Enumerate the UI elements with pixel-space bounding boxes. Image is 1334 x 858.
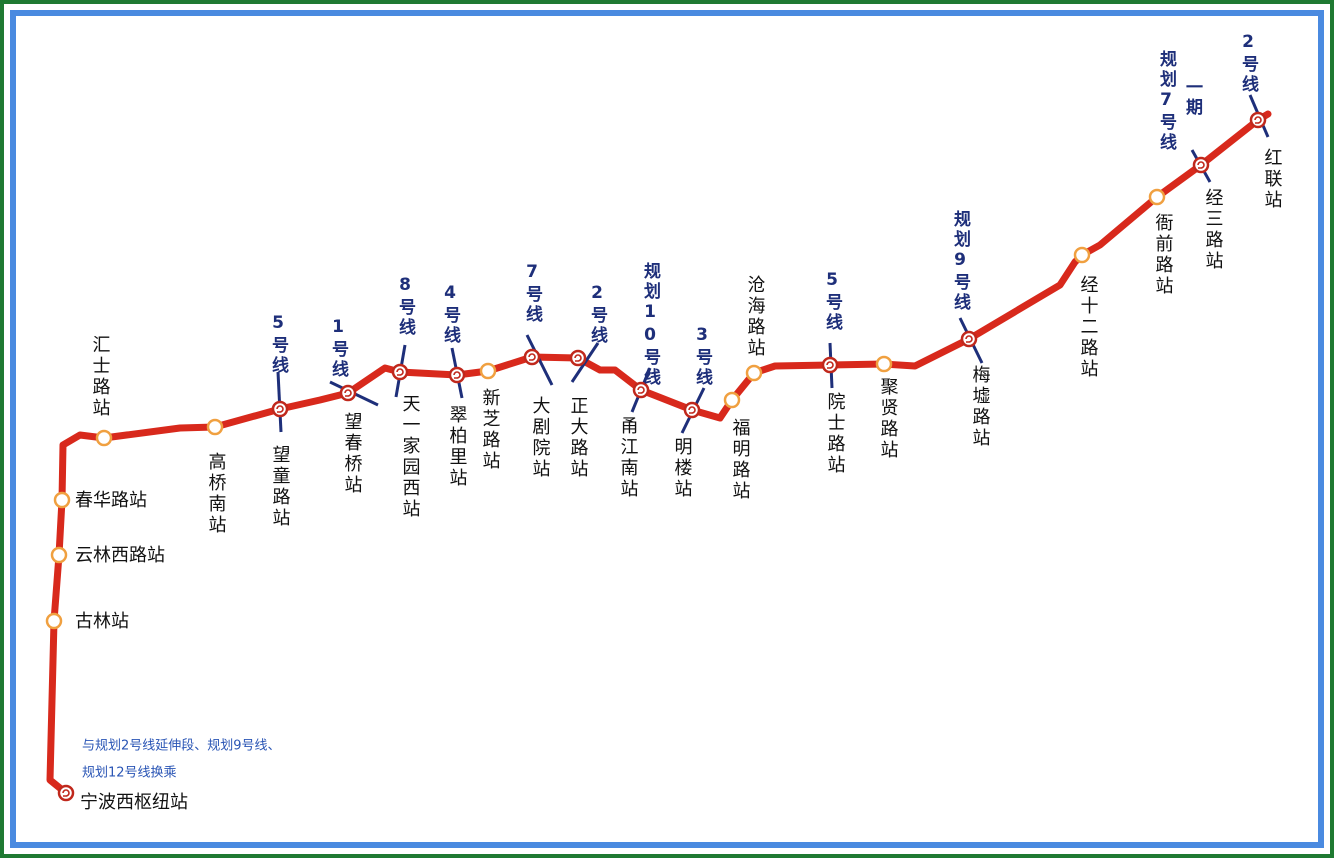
transfer-line: 3号线 bbox=[692, 325, 713, 388]
station bbox=[53, 491, 71, 509]
station bbox=[723, 391, 741, 409]
interchange-station bbox=[1192, 156, 1210, 174]
station bbox=[50, 546, 68, 564]
station-name: 宁波西枢纽站 bbox=[80, 792, 188, 813]
station-name: 经十二路站 bbox=[1078, 275, 1099, 380]
interchange-station bbox=[448, 366, 466, 384]
station bbox=[45, 612, 63, 630]
interchange-icon bbox=[62, 789, 70, 797]
interchange-icon bbox=[688, 406, 696, 414]
transfer-line: 1号线 bbox=[328, 317, 349, 380]
station-name: 高桥南站 bbox=[206, 452, 227, 536]
station-name: 福明路站 bbox=[730, 418, 751, 502]
interchange-station bbox=[57, 784, 75, 802]
interchange-station bbox=[569, 349, 587, 367]
interchange-icon bbox=[1197, 161, 1205, 169]
transfer-note: 规划12号线换乘 bbox=[82, 766, 177, 781]
station-name: 翠柏里站 bbox=[447, 405, 468, 489]
station bbox=[1148, 188, 1166, 206]
station-name: 梅墟路站 bbox=[970, 365, 991, 449]
station-name: 古林站 bbox=[75, 611, 129, 632]
station-name: 新芝路站 bbox=[480, 388, 501, 472]
interchange-station bbox=[821, 356, 839, 374]
inner-frame bbox=[10, 10, 1324, 848]
transfer-tick bbox=[570, 342, 600, 383]
interchange-icon bbox=[344, 389, 352, 397]
transfer-line: 5号线 bbox=[822, 270, 843, 333]
interchange-icon bbox=[637, 386, 645, 394]
metro-line bbox=[46, 110, 1272, 797]
station bbox=[875, 355, 893, 373]
transfer-line: 2号线 bbox=[1238, 32, 1259, 95]
interchange-icon bbox=[965, 335, 973, 343]
station-name: 沧海路站 bbox=[745, 275, 766, 359]
station-name: 正大路站 bbox=[568, 396, 589, 480]
transfer-line: 一期 bbox=[1182, 78, 1203, 118]
interchange-station bbox=[960, 330, 978, 348]
transfer-line: 规划7号线 bbox=[1156, 50, 1177, 153]
transfer-line: 5号线 bbox=[268, 313, 289, 376]
interchange-icon bbox=[826, 361, 834, 369]
interchange-icon bbox=[1254, 116, 1262, 124]
interchange-icon bbox=[453, 371, 461, 379]
station-name: 汇士路站 bbox=[90, 335, 111, 419]
station-name: 聚贤路站 bbox=[878, 377, 899, 461]
station-name: 明楼站 bbox=[672, 437, 693, 500]
transfer-line: 2号线 bbox=[587, 283, 608, 346]
station-name: 云林西路站 bbox=[75, 545, 165, 566]
interchange-station bbox=[1249, 111, 1267, 129]
interchange-station bbox=[632, 381, 650, 399]
station-name: 红联站 bbox=[1262, 148, 1283, 211]
interchange-station bbox=[683, 401, 701, 419]
station-name: 望春桥站 bbox=[342, 412, 363, 496]
transfer-line: 规划9号线 bbox=[950, 210, 971, 313]
interchange-station bbox=[339, 384, 357, 402]
station-name: 望童路站 bbox=[270, 445, 291, 529]
transfer-line: 8号线 bbox=[395, 275, 416, 338]
interchange-icon bbox=[528, 353, 536, 361]
interchange-station bbox=[271, 400, 289, 418]
station-name: 院士路站 bbox=[825, 392, 846, 476]
station bbox=[479, 362, 497, 380]
transfer-line: 4号线 bbox=[440, 283, 461, 346]
interchange-icon bbox=[276, 405, 284, 413]
interchange-icon bbox=[574, 354, 582, 362]
station-name: 衙前路站 bbox=[1153, 213, 1174, 297]
transfer-note: 与规划2号线延伸段、规划9号线、 bbox=[82, 739, 281, 754]
station-name: 天一家园西站 bbox=[400, 394, 421, 520]
interchange-station bbox=[391, 363, 409, 381]
station bbox=[1073, 246, 1091, 264]
station-name: 经三路站 bbox=[1203, 188, 1224, 272]
stations: 宁波西枢纽站 与规划2号线延伸段、规划9号线、规划12号线换乘 古林站 云林西路站 春华… bbox=[45, 32, 1283, 813]
station-name: 大剧院站 bbox=[530, 396, 551, 480]
transfer-line: 7号线 bbox=[522, 262, 543, 325]
transfer-line: 规划10号线 bbox=[640, 262, 661, 388]
station bbox=[745, 364, 763, 382]
station bbox=[206, 418, 224, 436]
interchange-icon bbox=[396, 368, 404, 376]
station bbox=[95, 429, 113, 447]
station-name: 甬江南站 bbox=[618, 416, 639, 500]
station-name: 春华路站 bbox=[75, 490, 147, 511]
interchange-station bbox=[523, 348, 541, 366]
